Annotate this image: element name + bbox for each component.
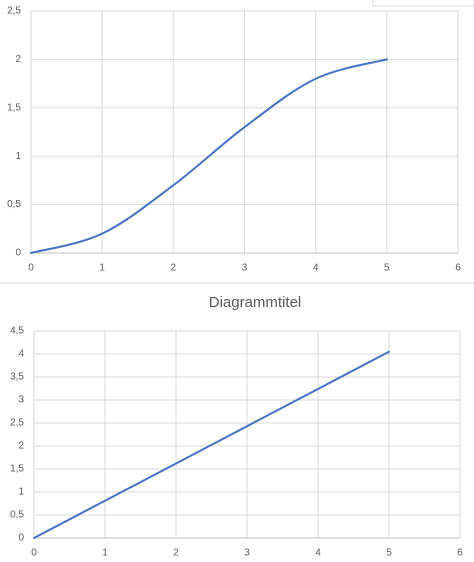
x-tick-label: 0	[31, 548, 37, 559]
tooltip-box	[372, 0, 474, 7]
y-tick-label: 2	[18, 441, 24, 452]
y-tick-label: 0,5	[7, 199, 21, 210]
x-tick-label: 6	[457, 548, 463, 559]
y-tick-label: 3	[18, 395, 24, 406]
x-tick-label: 2	[173, 548, 179, 559]
y-tick-label: 2	[15, 54, 21, 65]
x-tick-label: 5	[386, 548, 392, 559]
y-tick-label: 3,5	[10, 372, 24, 383]
y-tick-label: 1	[15, 151, 21, 162]
y-tick-label: 0	[15, 248, 21, 259]
x-tick-label: 6	[455, 263, 461, 274]
x-tick-label: 2	[171, 263, 177, 274]
y-tick-label: 4,5	[10, 326, 24, 337]
y-tick-label: 0,5	[10, 510, 24, 521]
y-tick-label: 2,5	[10, 418, 24, 429]
y-tick-label: 2,5	[7, 6, 21, 17]
y-tick-label: 0	[18, 533, 24, 544]
x-tick-label: 1	[102, 548, 108, 559]
x-tick-label: 3	[242, 263, 248, 274]
x-tick-label: 5	[384, 263, 390, 274]
y-tick-label: 1,5	[7, 102, 21, 113]
y-tick-label: 1,5	[10, 464, 24, 475]
y-tick-label: 4	[18, 349, 24, 360]
data-line	[33, 350, 390, 539]
x-tick-label: 0	[28, 263, 34, 274]
x-tick-label: 3	[244, 548, 250, 559]
data-line	[30, 58, 388, 254]
y-tick-label: 1	[18, 487, 24, 498]
x-tick-label: 4	[315, 548, 321, 559]
x-tick-label: 1	[99, 263, 105, 274]
chart-title: Diagrammtitel	[209, 294, 302, 311]
x-tick-label: 4	[313, 263, 319, 274]
